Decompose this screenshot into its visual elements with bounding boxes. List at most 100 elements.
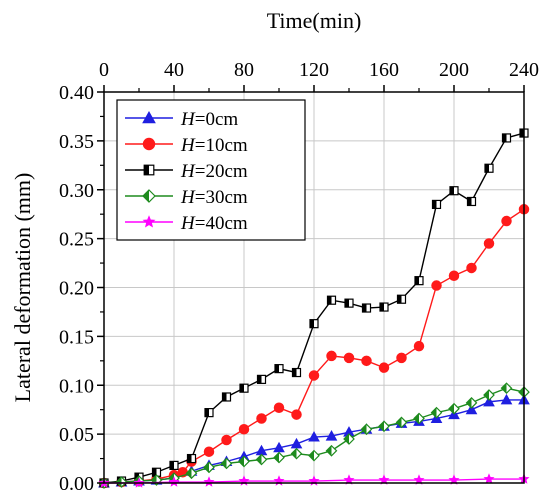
- data-point: [291, 367, 302, 378]
- legend-label: H=40cm: [180, 213, 248, 234]
- data-point: [326, 350, 337, 362]
- x-tick-label: 200: [439, 59, 469, 81]
- data-point: [378, 362, 390, 373]
- data-point: [431, 199, 442, 210]
- data-point: [344, 298, 354, 308]
- data-point: [465, 396, 478, 409]
- data-point: [255, 453, 268, 466]
- data-point: [343, 352, 355, 364]
- legend-swatch-marker: [142, 215, 156, 228]
- data-point: [395, 416, 408, 429]
- data-point: [326, 295, 337, 305]
- legend-label: H=30cm: [180, 187, 248, 208]
- data-point: [169, 460, 179, 471]
- data-point: [448, 270, 460, 282]
- data-point: [325, 444, 338, 457]
- data-point: [273, 451, 285, 464]
- data-point: [500, 393, 513, 405]
- data-point: [203, 461, 215, 474]
- data-point: [308, 431, 320, 442]
- data-point: [379, 302, 389, 312]
- data-point: [203, 446, 215, 457]
- data-point: [466, 196, 477, 207]
- axis-ticks: [97, 85, 525, 484]
- legend-label: H=0cm: [180, 109, 238, 130]
- data-point: [168, 476, 180, 487]
- data-point: [308, 449, 320, 462]
- data-point: [238, 423, 250, 435]
- legend-swatch-marker: [142, 110, 156, 124]
- data-point: [274, 364, 284, 374]
- data-point: [290, 447, 303, 460]
- y-tick-label: 0.40: [59, 82, 94, 104]
- x-tick-labels: 0 40 80 120 160 200 240: [99, 59, 539, 81]
- y-tick-label: 0.25: [59, 229, 94, 251]
- data-point: [483, 395, 495, 407]
- x-tick-label: 40: [164, 59, 184, 81]
- data-point: [361, 355, 372, 367]
- legend-label: H=20cm: [180, 161, 248, 182]
- legend-swatch-marker: [143, 164, 155, 176]
- data-point: [308, 370, 320, 381]
- data-point: [115, 476, 128, 488]
- series-layer: [98, 128, 530, 489]
- data-point: [256, 413, 267, 424]
- data-point: [273, 402, 285, 413]
- data-point: [238, 455, 250, 468]
- y-tick-label: 0.20: [59, 278, 94, 300]
- y-tick-label: 0.00: [59, 473, 94, 495]
- data-point: [430, 406, 443, 419]
- y-tick-label: 0.05: [59, 424, 94, 446]
- y-axis-title: Lateral deformation (mm): [10, 173, 35, 403]
- x-tick-label: 160: [369, 59, 399, 81]
- x-tick-label: 120: [299, 59, 329, 81]
- data-point: [413, 412, 425, 425]
- data-point: [221, 434, 232, 446]
- data-point: [465, 403, 478, 415]
- legend-label: H=10cm: [180, 135, 248, 156]
- data-point: [483, 389, 495, 401]
- y-tick-label: 0.30: [59, 180, 94, 202]
- data-point: [414, 276, 424, 286]
- x-tick-label: 80: [234, 59, 254, 81]
- y-tick-label: 0.35: [59, 131, 94, 153]
- data-point: [413, 340, 425, 352]
- data-point: [290, 437, 303, 449]
- y-tick-labels: 0.00 0.05 0.10 0.15 0.20 0.25 0.30 0.35 0.40: [59, 82, 94, 495]
- data-point: [449, 186, 459, 196]
- data-point: [500, 382, 513, 395]
- data-point: [484, 163, 494, 173]
- data-point: [291, 409, 302, 420]
- x-axis-title: Time(min): [267, 8, 362, 33]
- data-point: [203, 476, 215, 487]
- legend-swatch-marker: [142, 189, 156, 203]
- y-tick-label: 0.10: [59, 375, 94, 397]
- data-point: [483, 473, 495, 484]
- series-H=40cm: [98, 473, 530, 488]
- data-point: [220, 457, 233, 470]
- data-point: [360, 423, 373, 436]
- data-point: [256, 374, 267, 384]
- data-point: [501, 215, 512, 227]
- legend-item: H=40cm: [125, 213, 248, 234]
- legend-item: H=0cm: [125, 109, 238, 130]
- data-point: [448, 402, 460, 415]
- legend-item: H=10cm: [125, 135, 248, 156]
- data-point: [185, 467, 198, 480]
- data-point: [343, 433, 355, 445]
- data-point: [325, 430, 338, 441]
- y-tick-label: 0.15: [59, 326, 94, 348]
- legend-item: H=20cm: [125, 161, 248, 182]
- legend: H=0cm H=10cm H=20cm H=30cm H=40cm: [116, 99, 306, 241]
- data-point: [396, 294, 407, 304]
- data-point: [221, 392, 232, 402]
- data-point: [204, 408, 214, 418]
- data-point: [186, 453, 197, 464]
- data-point: [361, 303, 372, 313]
- data-point: [396, 352, 407, 364]
- data-point: [483, 238, 495, 249]
- data-point: [466, 262, 477, 274]
- x-tick-label: 240: [509, 59, 539, 81]
- legend-item: H=30cm: [125, 187, 248, 208]
